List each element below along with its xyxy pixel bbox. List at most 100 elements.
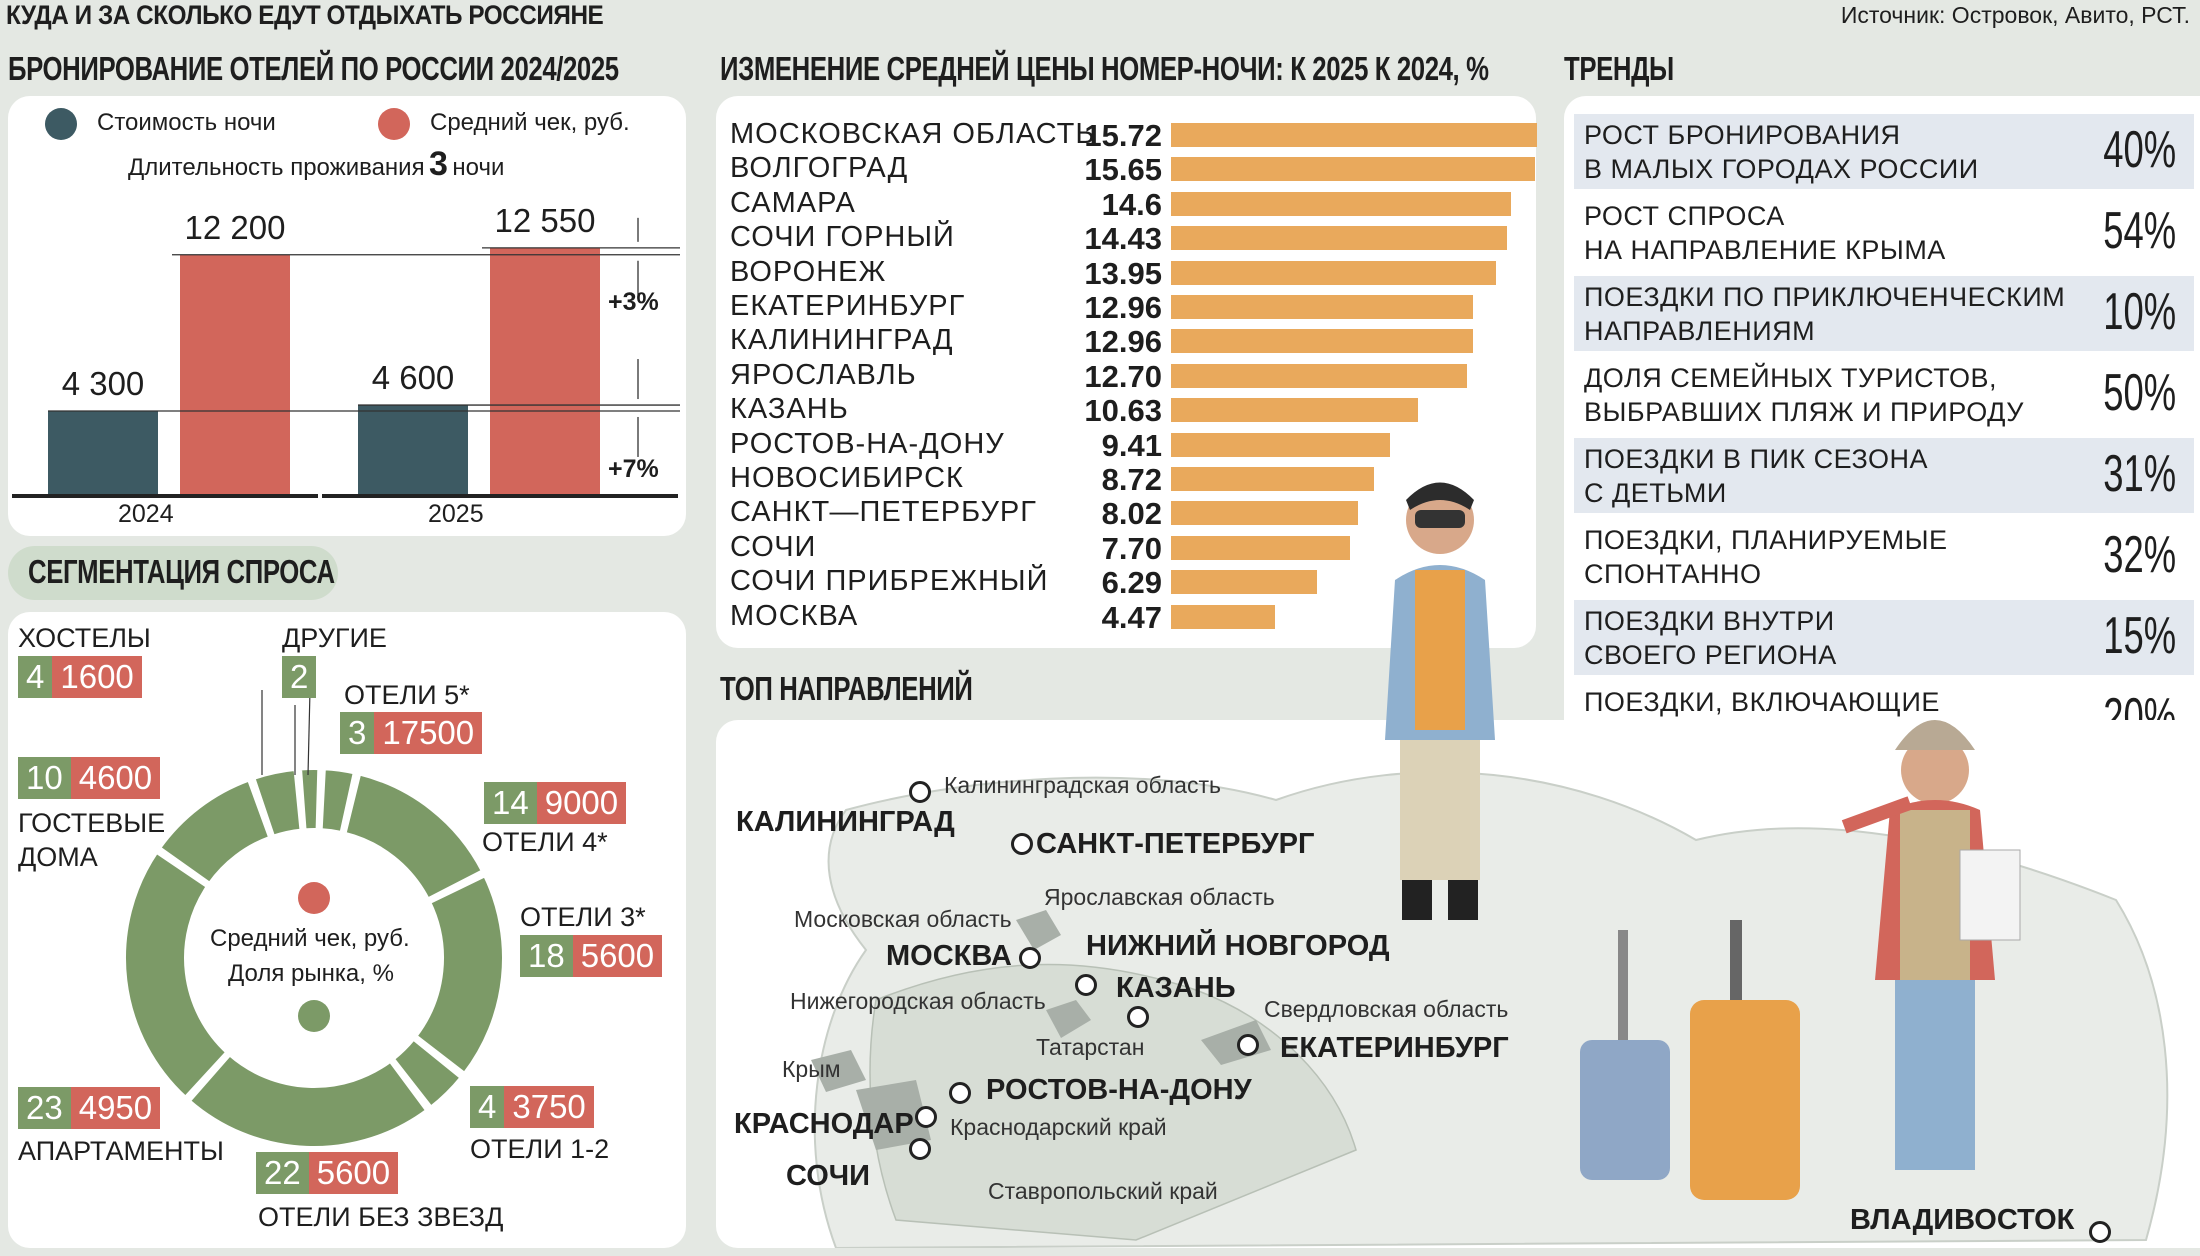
duration-unit: ночи <box>452 154 505 181</box>
segment-share-5: 23 <box>18 1087 71 1129</box>
map-city-moscow: МОСКВА <box>886 940 1012 972</box>
map-city-ekb: ЕКАТЕРИНБУРГ <box>1280 1032 1509 1064</box>
trend-value: 31% <box>2103 445 2176 503</box>
change-check-label: +3% <box>608 288 659 316</box>
segment-pill-8: 2 <box>282 656 317 698</box>
tick-label-2025: 2025 <box>428 500 484 528</box>
price-row: ЯРОСЛАВЛЬ 12.70 <box>716 358 1516 394</box>
segment-label-1: ОТЕЛИ 4* <box>482 827 608 857</box>
map-region-stavropol: Ставропольский край <box>988 1178 1218 1204</box>
segment-check-7: 1600 <box>52 656 142 698</box>
price-row: РОСТОВ-НА-ДОНУ 9.41 <box>716 428 1516 463</box>
price-bar-7 <box>1171 363 1467 388</box>
price-row: ВОРОНЕЖ 13.95 <box>716 255 1516 291</box>
segment-pill-2: 18 5600 <box>520 935 663 977</box>
donut-slice-0 <box>318 766 358 836</box>
segment-check-2: 5600 <box>572 935 663 977</box>
bar-value-2024-check: 12 200 <box>184 208 286 246</box>
price-city-name: КАЛИНИНГРАД <box>730 324 954 357</box>
trend-text: ПОЕЗДКИ, ПЛАНИРУЕМЫЕ СПОНТАННО <box>1584 525 1948 589</box>
donut-slice-5 <box>122 848 231 1101</box>
segment-label-5: АПАРТАМЕНТЫ <box>18 1136 224 1166</box>
donut-slice-2 <box>412 872 506 1077</box>
center-share-dot <box>298 1000 330 1032</box>
map-region-moscow: Московская область <box>794 906 1012 932</box>
trend-row: РОСТ СПРОСА НА НАПРАВЛЕНИЕ КРЫМА 54% <box>1574 195 2194 270</box>
duration-label: Длительность проживания <box>128 154 425 181</box>
map-dot-moscow <box>1019 947 1041 969</box>
donut-slice-3 <box>389 1035 465 1111</box>
price-bar-1 <box>1171 157 1536 182</box>
map-region-kaliningrad: Калининградская область <box>944 772 1221 798</box>
trend-text: ДОЛЯ СЕМЕЙНЫХ ТУРИСТОВ, ВЫБРАВШИХ ПЛЯЖ И… <box>1584 363 2024 427</box>
price-bar-11 <box>1171 501 1358 526</box>
price-bar-13 <box>1171 570 1318 595</box>
price-row: КАЗАНЬ 10.63 <box>716 393 1516 428</box>
price-row: МОСКОВСКАЯ ОБЛАСТЬ 15.72 <box>716 118 1537 153</box>
map-region-yaroslavl: Ярославская область <box>1044 884 1275 910</box>
price-city-name: ЯРОСЛАВЛЬ <box>730 358 917 391</box>
segmentation-title-bg <box>8 546 338 600</box>
map-region-sverdlovsk: Свердловская область <box>1264 996 1509 1022</box>
segment-share-8: 2 <box>282 656 317 698</box>
change-night-label: +7% <box>608 455 659 483</box>
segment-check-6: 4600 <box>70 757 161 799</box>
trend-value: 50% <box>2103 364 2176 422</box>
segment-pill-0: 3 17500 <box>340 712 483 754</box>
price-bar-10 <box>1171 467 1375 491</box>
map-dot-kaliningrad <box>909 781 931 803</box>
trend-value: 32% <box>2103 526 2176 584</box>
map-city-vladivostok: ВЛАДИВОСТОК <box>1850 1204 2075 1236</box>
trend-text: РОСТ БРОНИРОВАНИЯ В МАЛЫХ ГОРОДАХ РОССИИ <box>1584 120 1979 184</box>
price-city-name: СОЧИ ГОРНЫЙ <box>730 221 955 254</box>
bar-value-2025-check: 12 550 <box>494 201 596 239</box>
trend-value: 15% <box>2103 607 2176 665</box>
trend-value: 10% <box>2103 283 2176 341</box>
price-row: МОСКВА 4.47 <box>716 600 1516 635</box>
trend-text: ПОЕЗДКИ В ПИК СЕЗОНА С ДЕТЬМИ <box>1584 444 1929 508</box>
bar-2025-night <box>358 405 468 496</box>
trend-row: ПОЕЗДКИ В ПИК СЕЗОНА С ДЕТЬМИ 31% <box>1574 438 2194 513</box>
price-city-name: СОЧИ ПРИБРЕЖНЫЙ <box>730 565 1049 598</box>
price-bar-0 <box>1171 123 1537 147</box>
prices-title: ИЗМЕНЕНИЕ СРЕДНЕЙ ЦЕНЫ НОМЕР-НОЧИ: К 202… <box>720 50 1489 87</box>
center-check-dot <box>298 882 330 914</box>
map-city-sochi: СОЧИ <box>786 1160 870 1192</box>
segment-check-4: 5600 <box>308 1152 399 1194</box>
donut-slice-6 <box>156 776 273 887</box>
price-city-name: ВОЛГОГРАД <box>730 152 909 185</box>
segmentation-title: СЕГМЕНТАЦИЯ СПРОСА <box>28 553 335 590</box>
price-bar-2 <box>1171 191 1511 216</box>
price-city-name: ЕКАТЕРИНБУРГ <box>730 290 966 322</box>
duration-value: 3 <box>429 145 448 183</box>
map-title: ТОП НАПРАВЛЕНИЙ <box>720 670 973 707</box>
map-city-kazan: КАЗАНЬ <box>1116 972 1236 1004</box>
map-region-crimea: Крым <box>782 1056 841 1082</box>
traveler-binoculars-illustration <box>1385 482 1495 920</box>
segment-share-1: 14 <box>484 782 537 824</box>
donut-slice-1 <box>342 771 486 903</box>
map-dot-nn <box>1075 974 1097 996</box>
segment-label-2: ОТЕЛИ 3* <box>520 902 646 932</box>
segment-check-0: 17500 <box>374 712 483 754</box>
traveler-suitcases-illustration <box>1580 720 2021 1200</box>
price-row: САМАРА 14.6 <box>716 187 1516 222</box>
price-bar-9 <box>1171 432 1391 457</box>
trend-text: РОСТ СПРОСА НА НАПРАВЛЕНИЕ КРЫМА <box>1584 201 1946 265</box>
map-city-rostov: РОСТОВ-НА-ДОНУ <box>986 1074 1252 1106</box>
page-title: КУДА И ЗА СКОЛЬКО ЕДУТ ОТДЫХАТЬ РОССИЯНЕ <box>6 0 604 30</box>
donut-chart <box>122 689 506 1150</box>
price-city-name: ВОРОНЕЖ <box>730 255 887 288</box>
price-bar-8 <box>1171 398 1419 423</box>
price-row: ЕКАТЕРИНБУРГ 12.96 <box>716 290 1516 325</box>
price-row: СОЧИ ГОРНЫЙ 14.43 <box>716 221 1516 256</box>
price-bar-4 <box>1171 260 1496 285</box>
bar-value-2025-night: 4 600 <box>371 359 455 397</box>
map-shape <box>811 771 2169 1248</box>
price-bar-6 <box>1171 329 1473 354</box>
leader-5star <box>307 689 311 776</box>
map-dot-sochi <box>909 1138 931 1160</box>
legend-check-swatch <box>378 108 410 140</box>
bar-2024-night <box>48 410 158 496</box>
segment-pill-6: 10 4600 <box>18 757 161 799</box>
